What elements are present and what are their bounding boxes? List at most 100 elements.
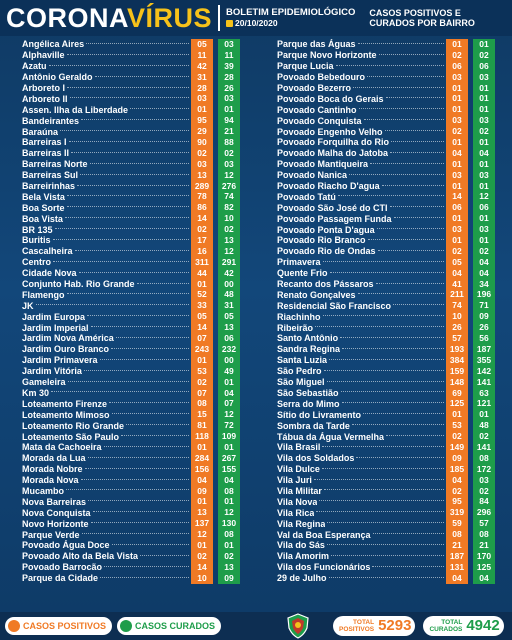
table-row: Vila Dulce 185 172 (277, 463, 495, 475)
table-row: Bela Vista 78 74 (22, 191, 240, 203)
positive-count: 03 (446, 71, 468, 83)
neighborhood-name: Mata da Cachoeira (22, 442, 102, 453)
dotted-leader (329, 271, 444, 273)
dotted-leader (393, 217, 444, 219)
dotted-leader (372, 565, 444, 567)
dotted-leader (78, 271, 189, 273)
table-row: Tábua da Água Vermelha 02 02 (277, 431, 495, 442)
positive-count: 41 (446, 278, 468, 290)
cured-count: 02 (218, 147, 240, 159)
neighborhood-name: Barreirinhas (22, 181, 76, 192)
positive-count: 02 (446, 431, 468, 442)
positive-count: 78 (191, 191, 213, 203)
positive-count: 211 (446, 289, 468, 301)
dotted-leader (126, 424, 189, 426)
table-row: Bandeirantes 95 94 (22, 115, 240, 127)
neighborhood-name: Povoado Malha do Jatoba (277, 148, 389, 159)
table-row: BR 135 02 02 (22, 224, 240, 236)
table-row: Barreiras I 90 88 (22, 137, 240, 148)
table-row: Povoado Rio Branco 01 01 (277, 235, 495, 246)
dotted-leader (389, 206, 444, 208)
positive-count: 118 (191, 431, 213, 442)
positive-count: 33 (191, 300, 213, 312)
table-row: Morada Nobre 156 155 (22, 463, 240, 475)
table-row: Loteamento Firenze 08 07 (22, 398, 240, 410)
positive-count: 01 (446, 137, 468, 148)
cured-count: 12 (218, 245, 240, 257)
positive-count: 01 (446, 158, 468, 170)
cured-count: 12 (218, 409, 240, 421)
dotted-leader (357, 293, 444, 295)
table-row: Vila Juri 04 03 (277, 474, 495, 486)
dotted-leader (328, 576, 444, 578)
table-row: Antônio Geraldo 31 28 (22, 71, 240, 83)
positive-count: 17 (191, 235, 213, 246)
dotted-leader (378, 53, 444, 55)
dotted-leader (84, 467, 189, 469)
neighborhood-name: Jardim Nova América (22, 333, 114, 344)
positive-count: 04 (446, 267, 468, 279)
table-row: Loteamento Mimoso 15 12 (22, 409, 240, 421)
neighborhood-name: Povoado Riacho D'agua (277, 181, 380, 192)
table-row: Nova Barreiras 01 01 (22, 496, 240, 508)
total-cured-value: 4942 (466, 617, 500, 634)
positive-count: 149 (446, 441, 468, 453)
table-row: Jardim Nova América 07 06 (22, 333, 240, 344)
positive-count: 05 (191, 311, 213, 323)
table-row: Residencial São Francisco 74 71 (277, 300, 495, 312)
dotted-leader (89, 162, 189, 164)
neighborhood-name: Angélica Aires (22, 39, 85, 50)
dotted-leader (363, 119, 444, 121)
neighborhood-name: Povoado Conquista (277, 115, 362, 126)
neighborhood-name: Boa Vista (22, 213, 63, 224)
dotted-leader (363, 413, 444, 415)
cured-count: 03 (473, 169, 495, 181)
bulletin-date-row: 20/10/2020 (226, 18, 355, 29)
cured-count: 01 (218, 376, 240, 388)
cured-count: 12 (218, 169, 240, 181)
positive-count: 03 (191, 93, 213, 105)
neighborhood-name: Serra do Mimo (277, 398, 340, 409)
table-row: Flamengo 52 48 (22, 289, 240, 301)
table-row: Parque Novo Horizonte 02 02 (277, 49, 495, 61)
table-row: Vila Militar 02 02 (277, 485, 495, 497)
positive-count: 01 (446, 104, 468, 116)
table-row: Loteamento São Paulo 118 109 (22, 431, 240, 442)
neighborhood-name: Povoado Engenho Velho (277, 126, 383, 137)
calendar-icon (226, 20, 234, 27)
table-row: Jardim Imperial 14 13 (22, 322, 240, 334)
positive-count: 01 (446, 235, 468, 246)
neighborhood-name: Barreiras I (22, 137, 67, 148)
table-row: Parque das Águas 01 01 (277, 39, 495, 50)
cured-count: 01 (473, 104, 495, 116)
dotted-leader (323, 369, 444, 371)
cured-count: 291 (218, 256, 240, 268)
neighborhood-name: Vila dos Soldados (277, 453, 355, 464)
dotted-leader (87, 315, 189, 317)
cured-count: 48 (473, 420, 495, 432)
dotted-leader (375, 282, 444, 284)
neighborhood-name: Val da Boa Esperança (277, 529, 371, 540)
neighborhood-name: Povoado Tatú (277, 191, 336, 202)
right-neighborhood-list: Parque das Águas 01 01 Parque Novo Horizont… (277, 39, 495, 584)
cured-count: 11 (218, 49, 240, 61)
positive-count: 148 (446, 376, 468, 388)
neighborhood-name: Parque Verde (22, 529, 80, 540)
total-cured-label1: TOTAL (441, 619, 463, 626)
table-row: Povoado Forquilha do Rio 01 01 (277, 137, 495, 148)
cured-count: 42 (218, 267, 240, 279)
neighborhood-name: Povoado Nanica (277, 170, 348, 181)
dotted-leader (377, 249, 444, 251)
table-row: Barreiras II 02 02 (22, 147, 240, 159)
table-row: Boa Vista 14 10 (22, 213, 240, 225)
cured-count: 05 (218, 311, 240, 323)
total-positive-label1: TOTAL (353, 619, 375, 626)
dotted-leader (68, 140, 189, 142)
dotted-leader (315, 326, 444, 328)
dotted-leader (88, 500, 189, 502)
neighborhood-name: Centro (22, 257, 51, 268)
neighborhood-name: Povoado Barrocão (22, 562, 103, 573)
cured-count: 26 (473, 322, 495, 334)
table-row: Gameleira 02 01 (22, 376, 240, 388)
positive-count: 02 (191, 550, 213, 562)
